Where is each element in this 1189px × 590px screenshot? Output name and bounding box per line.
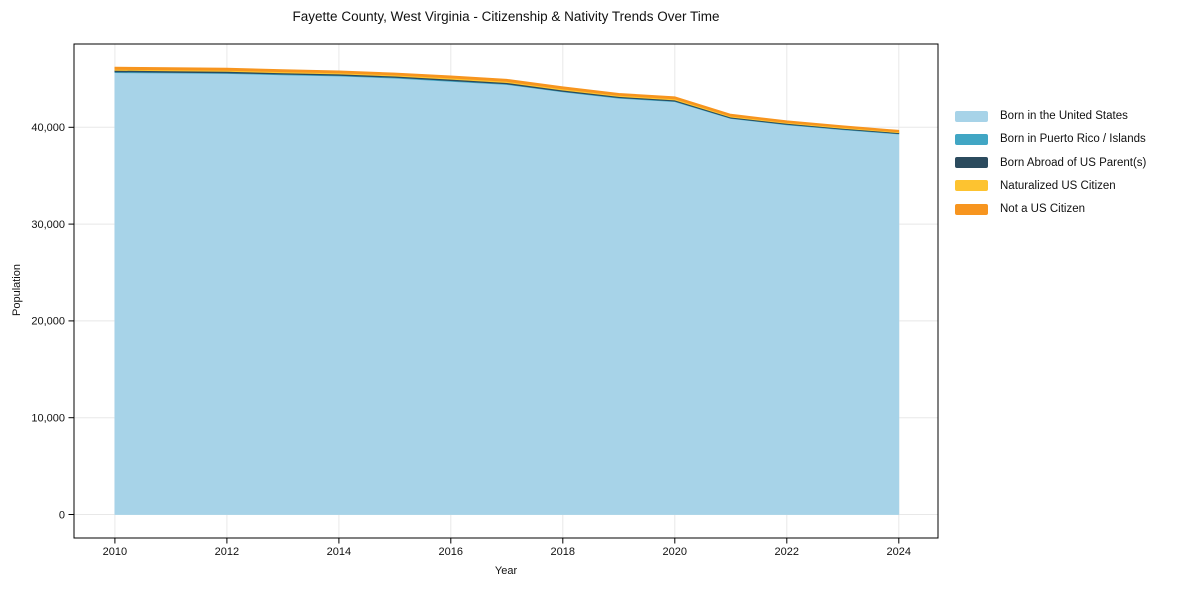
legend-item: Born Abroad of US Parent(s) — [955, 156, 1146, 170]
x-tick-label: 2024 — [887, 546, 911, 558]
y-tick-label: 0 — [59, 509, 65, 521]
area-series-1 — [114, 72, 900, 515]
legend-swatch-icon — [955, 110, 988, 122]
area-series-5 — [114, 66, 900, 133]
x-axis-label: Year — [494, 565, 518, 577]
legend-label: Born Abroad of US Parent(s) — [1000, 156, 1147, 169]
x-tick-label: 2014 — [327, 546, 351, 558]
x-tick-label: 2022 — [775, 546, 799, 558]
x-tick-label: 2016 — [439, 546, 463, 558]
x-tick-label: 2010 — [103, 546, 127, 558]
legend-swatch-icon — [955, 157, 988, 169]
legend-item: Not a US Citizen — [955, 202, 1146, 216]
x-tick-label: 2020 — [663, 546, 687, 558]
chart-title: Fayette County, West Virginia - Citizens… — [292, 9, 720, 24]
legend-label: Not a US Citizen — [1000, 203, 1086, 216]
legend: Born in the United States Born in Puerto … — [955, 109, 1146, 225]
x-tick-label: 2018 — [551, 546, 575, 558]
y-tick-label: 30,000 — [31, 219, 65, 231]
legend-swatch-icon — [955, 180, 988, 192]
legend-item: Naturalized US Citizen — [955, 179, 1146, 193]
plot-frame — [73, 43, 939, 539]
legend-swatch-icon — [955, 203, 988, 215]
legend-swatch-icon — [955, 133, 988, 145]
legend-item: Born in Puerto Rico / Islands — [955, 132, 1146, 146]
legend-label: Born in Puerto Rico / Islands — [1000, 133, 1146, 146]
y-tick-label: 10,000 — [31, 413, 65, 425]
x-tick-label: 2012 — [215, 546, 239, 558]
legend-label: Naturalized US Citizen — [1000, 179, 1116, 192]
y-axis-label: Population — [11, 264, 23, 316]
y-tick-label: 20,000 — [31, 316, 65, 328]
y-tick-label: 40,000 — [31, 122, 65, 134]
legend-label: Born in the United States — [1000, 110, 1128, 122]
legend-item: Born in the United States — [955, 109, 1146, 123]
